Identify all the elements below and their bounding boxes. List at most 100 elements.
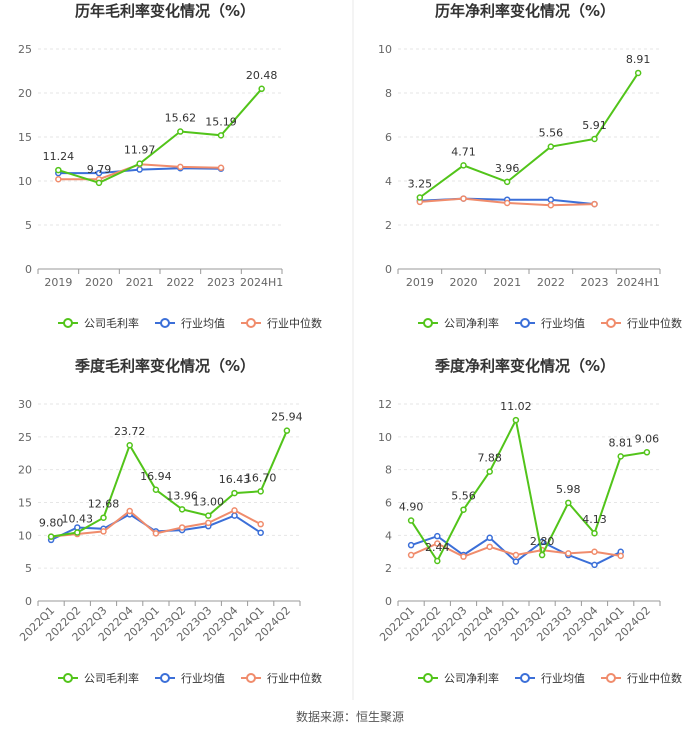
legend-item-median[interactable]: 行业中位数 [601,316,682,330]
legend-label: 公司毛利率 [84,316,139,330]
data-label: 20.48 [246,69,278,82]
data-label: 15.19 [205,115,237,128]
x-tick-label: 2024H1 [617,276,660,289]
y-tick-label: 30 [18,398,32,411]
chart-panel-3: 季度毛利率变化情况（%）0510152025302022Q12022Q22022… [17,357,322,685]
x-tick-label: 2019 [44,276,72,289]
x-tick-label: 2020 [85,276,113,289]
data-point-avg [407,541,415,549]
legend-item-company[interactable]: 公司毛利率 [58,316,139,330]
y-tick-label: 0 [385,595,392,608]
chart-title: 历年净利率变化情况（%） [435,2,615,20]
data-label: 3.25 [408,178,433,191]
legend-label: 公司净利率 [444,316,499,330]
legend-marker [160,673,170,683]
y-tick-label: 8 [385,464,392,477]
data-point-company [55,166,62,174]
legend-item-company[interactable]: 公司毛利率 [58,671,139,685]
data-label: 4.71 [451,145,476,158]
data-label: 13.00 [193,496,225,509]
legend-item-avg[interactable]: 行业均值 [155,672,225,685]
data-label: 9.06 [635,432,660,445]
legend-marker [606,673,616,683]
legend-label: 行业中位数 [267,671,322,685]
legend-marker [160,318,170,328]
data-point-avg [257,529,264,536]
y-tick-label: 12 [378,398,392,411]
data-label: 5.98 [556,483,581,496]
y-tick-label: 10 [18,175,32,188]
x-tick-label: 2024H1 [240,276,283,289]
data-label: 16.43 [219,473,251,486]
y-tick-label: 25 [18,431,32,444]
data-point-median [55,175,62,183]
series-line-company [419,72,640,199]
data-point-company [643,449,651,456]
legend-marker [63,318,73,328]
data-point-company [460,162,467,169]
x-tick-label: 2023 [581,276,609,289]
legend-label: 行业均值 [181,317,225,330]
legend-item-avg[interactable]: 行业均值 [155,317,225,330]
series-line-company [58,88,263,184]
data-label: 13.96 [166,489,198,502]
data-label: 2.80 [530,535,555,548]
chart-panel-4: 季度净利率变化情况（%）0246810122022Q12022Q22022Q32… [377,357,682,685]
legend-marker [246,673,256,683]
y-tick-label: 2 [385,219,392,232]
legend-marker [246,318,256,328]
data-point-avg [591,561,598,569]
data-point-company [177,128,184,135]
y-tick-label: 0 [25,595,32,608]
data-point-company [460,506,467,513]
y-tick-label: 4 [385,175,392,188]
data-point-avg [547,196,555,203]
data-label: 11.97 [124,144,156,157]
x-tick-label: 2019 [406,276,434,289]
legend-item-median[interactable]: 行业中位数 [241,671,322,685]
data-point-avg [512,558,520,565]
legend-item-avg[interactable]: 行业均值 [515,317,585,330]
data-point-median [591,548,598,555]
chart-panel-1: 历年毛利率变化情况（%） 0 5 10 15 20 25 2019 2020 2021 2022 20… [18,2,322,330]
y-tick-label: 0 [385,263,392,276]
data-point-median [512,551,520,559]
x-tick-label: 2021 [126,276,154,289]
legend-item-median[interactable]: 行业中位数 [601,671,682,685]
data-label: 9.79 [87,163,112,176]
legend-item-avg[interactable]: 行业均值 [515,672,585,685]
legend-item-company[interactable]: 公司净利率 [418,671,499,685]
data-point-company [74,529,81,536]
data-point-company [257,488,264,495]
data-point-median [205,519,212,527]
data-point-median [407,551,415,559]
data-point-company [178,506,186,513]
legend-marker [423,318,433,328]
legend-item-company[interactable]: 公司净利率 [418,316,499,330]
data-point-median [100,528,107,535]
data-point-median [565,550,572,557]
data-source-note: 数据来源：恒生聚源 [295,710,404,724]
legend-marker [63,673,73,683]
data-label: 16.94 [140,470,172,483]
data-point-company [512,416,520,424]
legend-item-median[interactable]: 行业中位数 [241,316,322,330]
chart-title: 季度净利率变化情况（%） [435,357,615,375]
y-tick-label: 5 [25,562,32,575]
chart-panel-2: 历年净利率变化情况（%） 0 2 4 6 8 10 2019 2020 2021 2022 2023 2… [378,2,682,330]
data-point-median [257,520,264,528]
legend-marker [520,318,530,328]
x-tick-label: 2021 [493,276,521,289]
y-tick-label: 8 [385,87,392,100]
data-label: 4.13 [582,513,607,526]
data-label: 5.56 [451,490,476,503]
data-point-median [591,200,598,208]
x-tick-label: 2023 [207,276,235,289]
data-label: 11.24 [43,150,75,163]
data-point-median [460,553,467,560]
data-point-company [231,489,238,497]
y-tick-label: 20 [18,87,32,100]
data-point-company [95,179,103,187]
y-tick-label: 10 [378,431,392,444]
series-line-company [410,417,648,563]
